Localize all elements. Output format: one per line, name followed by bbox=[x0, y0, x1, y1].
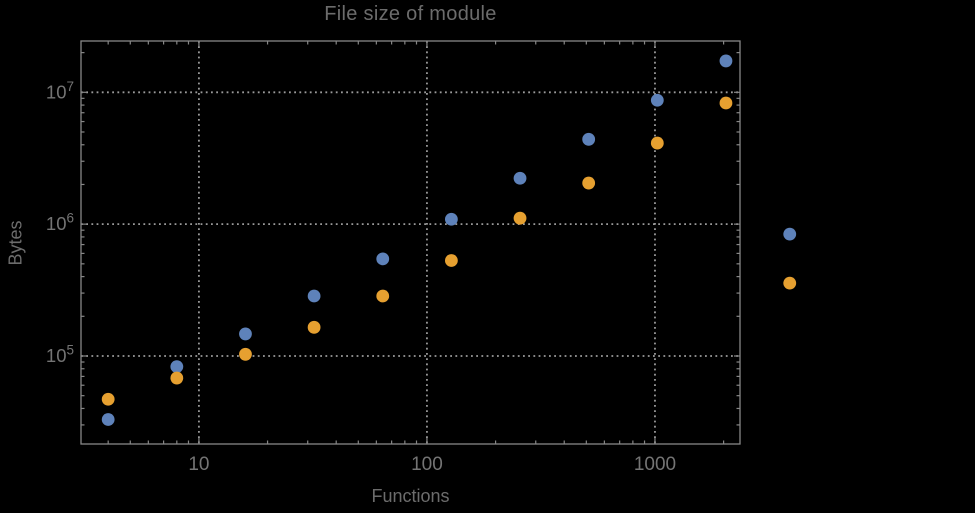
series-1-blue-point bbox=[307, 289, 321, 303]
series-1-blue-point bbox=[170, 360, 184, 374]
series-1-blue-point bbox=[650, 93, 664, 107]
series-2-orange-point bbox=[513, 211, 527, 225]
series-2-orange-point bbox=[582, 176, 596, 190]
series-2-orange-point bbox=[376, 289, 390, 303]
y-axis-label: Bytes bbox=[5, 220, 26, 266]
series-1-blue-point bbox=[783, 227, 797, 241]
series-1-blue-point bbox=[101, 413, 115, 426]
y-tick-label: 106 bbox=[46, 211, 74, 235]
series-2-orange-point bbox=[170, 371, 184, 385]
x-tick-label: 1000 bbox=[634, 454, 676, 475]
series-1-blue-point bbox=[582, 132, 596, 146]
y-tick-label: 105 bbox=[46, 342, 74, 366]
series-2-orange-point bbox=[783, 276, 797, 290]
plot-frame bbox=[80, 40, 741, 445]
x-axis-label: Functions bbox=[371, 486, 450, 506]
series-1-blue-point bbox=[513, 171, 527, 185]
series-1-blue-point bbox=[376, 252, 390, 266]
series-2-orange-point bbox=[719, 96, 733, 110]
series-1-blue-point bbox=[444, 212, 458, 226]
series-2-orange-point bbox=[444, 254, 458, 267]
x-tick-label: 10 bbox=[188, 454, 209, 475]
series-1-blue-point bbox=[719, 54, 733, 68]
series-2-orange-point bbox=[307, 320, 321, 334]
series-2-orange-point bbox=[239, 347, 252, 361]
y-tick-label: 107 bbox=[46, 79, 74, 103]
chart-title: File size of module bbox=[324, 3, 497, 25]
series-1-blue-point bbox=[239, 327, 252, 341]
series-2-orange-point bbox=[650, 136, 664, 150]
series-2-orange-point bbox=[101, 392, 115, 406]
x-tick-label: 100 bbox=[411, 454, 443, 475]
